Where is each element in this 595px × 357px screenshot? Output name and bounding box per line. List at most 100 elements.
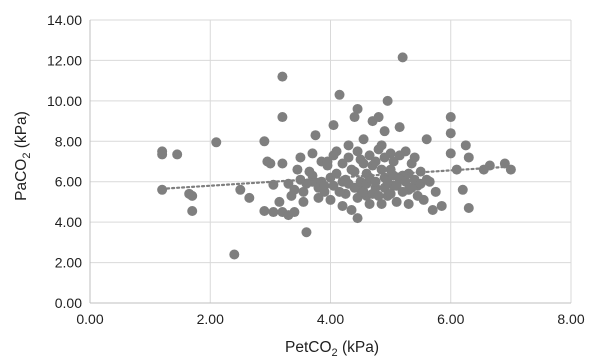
data-point xyxy=(445,128,456,139)
data-point xyxy=(319,180,330,191)
data-point xyxy=(337,158,348,169)
data-point xyxy=(334,186,345,197)
data-point xyxy=(358,186,369,197)
x-axis-title-subscript: 2 xyxy=(332,347,338,357)
data-point xyxy=(406,182,417,193)
x-tick-label: 2.00 xyxy=(197,311,224,327)
data-point xyxy=(265,158,276,169)
grid-lines xyxy=(89,19,572,304)
data-point xyxy=(397,52,408,63)
y-tick-label: 4.00 xyxy=(55,214,82,230)
data-point xyxy=(289,207,300,218)
data-point xyxy=(328,150,339,161)
y-tick-label: 2.00 xyxy=(55,255,82,271)
data-point xyxy=(460,140,471,151)
data-point xyxy=(157,149,168,160)
data-point xyxy=(400,176,411,187)
data-point xyxy=(187,206,198,217)
data-point xyxy=(352,213,363,224)
data-point xyxy=(391,196,402,207)
data-point xyxy=(421,174,432,185)
data-point xyxy=(277,112,288,123)
data-point xyxy=(379,126,390,137)
data-point xyxy=(349,182,360,193)
x-axis-title-main: PetCO xyxy=(285,339,332,356)
y-axis-title-units: (kPa) xyxy=(13,111,30,152)
data-point xyxy=(445,112,456,123)
data-point xyxy=(412,190,423,201)
data-point xyxy=(373,112,384,123)
data-point xyxy=(427,205,438,216)
data-point xyxy=(358,158,369,169)
data-point xyxy=(337,200,348,211)
data-point xyxy=(352,192,363,203)
data-point xyxy=(322,156,333,167)
data-point xyxy=(463,152,474,163)
data-point xyxy=(259,206,270,217)
data-point xyxy=(331,168,342,179)
data-point xyxy=(457,184,468,195)
data-point xyxy=(187,190,198,201)
data-point xyxy=(295,152,306,163)
x-tick-label: 0.00 xyxy=(76,311,103,327)
data-point xyxy=(394,150,405,161)
x-tick-label: 6.00 xyxy=(437,311,464,327)
data-point xyxy=(382,176,393,187)
data-point xyxy=(298,196,309,207)
data-point xyxy=(334,89,345,100)
x-axis-title-units: (kPa) xyxy=(338,339,379,356)
data-point xyxy=(382,95,393,106)
data-point xyxy=(343,140,354,151)
data-point xyxy=(301,178,312,189)
y-tick-label: 12.00 xyxy=(47,52,82,68)
data-point xyxy=(430,186,441,197)
trendline xyxy=(161,165,512,190)
data-point xyxy=(298,186,309,197)
x-tick-label: 8.00 xyxy=(557,311,584,327)
data-point xyxy=(415,166,426,177)
data-point xyxy=(277,71,288,82)
data-point xyxy=(277,158,288,169)
data-point xyxy=(235,184,246,195)
data-point xyxy=(268,207,279,218)
data-point xyxy=(397,186,408,197)
x-axis-title: PetCO2 (kPa) xyxy=(285,339,379,357)
data-point xyxy=(325,194,336,205)
data-point xyxy=(343,152,354,163)
x-axis-tick-labels: 0.00 2.00 4.00 6.00 8.00 xyxy=(76,311,584,327)
y-tick-label: 14.00 xyxy=(47,12,82,28)
data-point xyxy=(370,176,381,187)
y-axis-title-main: PaCO xyxy=(13,159,30,201)
data-point xyxy=(274,196,285,207)
data-point xyxy=(328,180,339,191)
data-point xyxy=(358,134,369,145)
data-point xyxy=(310,130,321,141)
y-tick-label: 0.00 xyxy=(55,295,82,311)
data-point xyxy=(436,200,447,211)
data-point xyxy=(403,198,414,209)
data-point xyxy=(409,152,420,163)
data-point xyxy=(352,146,363,157)
data-point xyxy=(313,192,324,203)
y-axis-title-subscript: 2 xyxy=(21,153,33,159)
data-point xyxy=(346,205,357,216)
data-point xyxy=(364,198,375,209)
data-point xyxy=(376,198,387,209)
data-points xyxy=(157,52,516,260)
data-point xyxy=(376,164,387,175)
data-point xyxy=(292,164,303,175)
data-point xyxy=(394,122,405,133)
data-point xyxy=(268,179,279,190)
x-tick-label: 4.00 xyxy=(317,311,344,327)
data-point xyxy=(244,192,255,203)
data-point xyxy=(373,190,384,201)
y-axis-title: PaCO2 (kPa) xyxy=(13,111,33,201)
data-point xyxy=(370,156,381,167)
data-point xyxy=(172,149,183,160)
data-point xyxy=(376,140,387,151)
data-point xyxy=(211,137,222,148)
data-point xyxy=(364,150,375,161)
y-tick-label: 10.00 xyxy=(47,93,82,109)
data-point xyxy=(388,156,399,167)
